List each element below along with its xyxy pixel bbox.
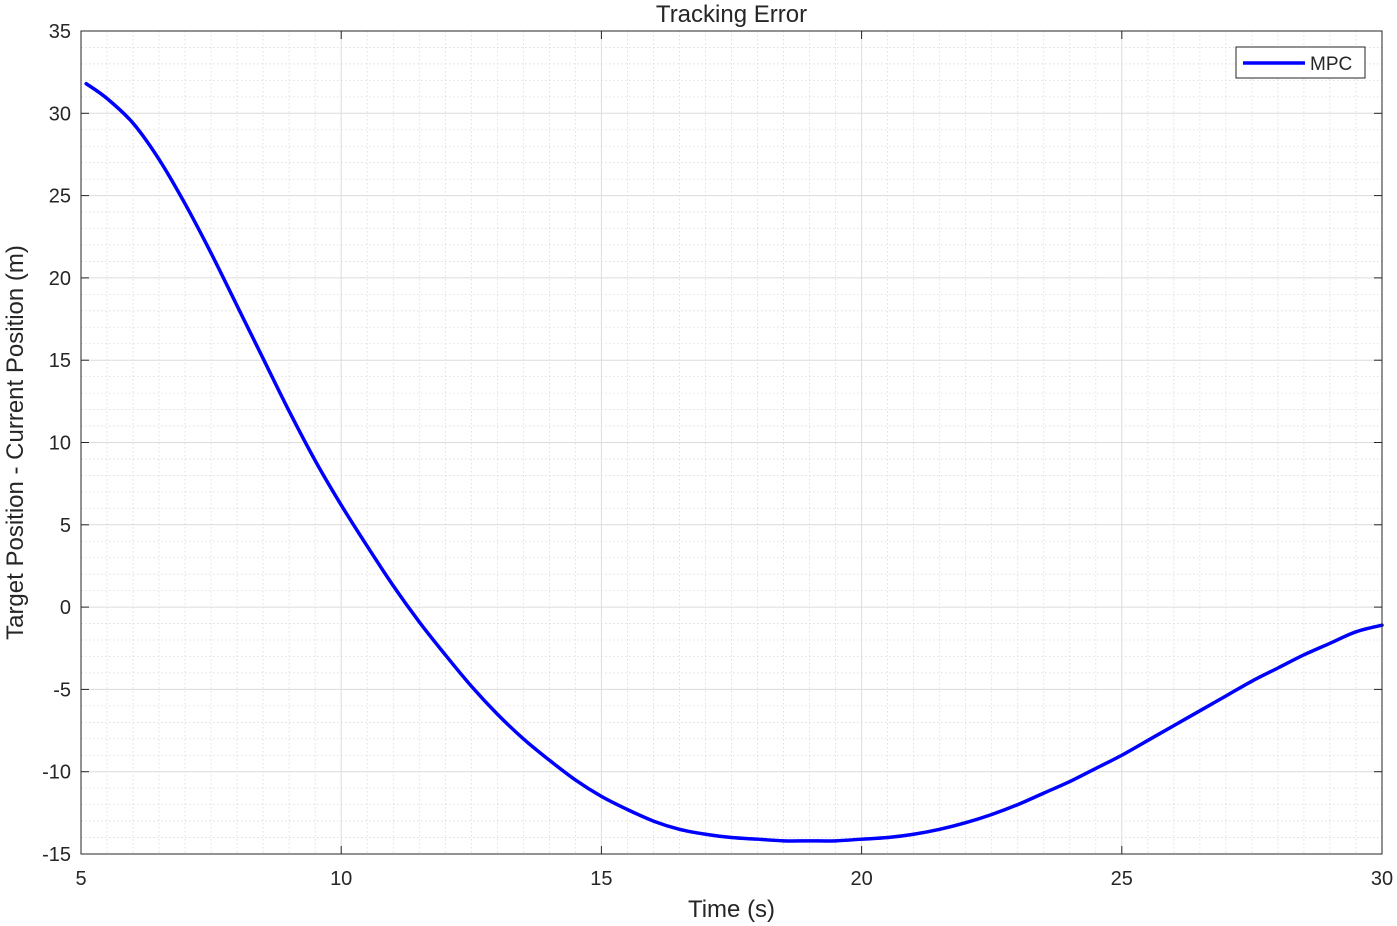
- y-tick-label: -10: [42, 762, 71, 784]
- y-tick-label: 10: [49, 433, 71, 455]
- x-tick-label: 5: [75, 868, 86, 890]
- series-layer: [84, 81, 1384, 843]
- y-tick-label: 30: [49, 103, 71, 125]
- y-axis-label: Target Position - Current Position (m): [2, 245, 29, 640]
- x-axis-label: Time (s): [688, 896, 775, 923]
- x-tick-label: 20: [850, 868, 872, 890]
- series-line-mpc: [84, 81, 1384, 843]
- y-tick-label: 5: [60, 515, 71, 537]
- y-tick-label: 20: [49, 268, 71, 290]
- x-tick-label: 15: [590, 868, 612, 890]
- y-tick-label: 35: [49, 21, 71, 43]
- y-tick-label: -15: [42, 844, 71, 866]
- y-tick-label: -5: [53, 679, 71, 701]
- legend-label-mpc: MPC: [1310, 54, 1352, 75]
- x-tick-label: 10: [330, 868, 352, 890]
- x-tick-label: 25: [1111, 868, 1133, 890]
- minor-grid: [81, 31, 1382, 854]
- legend: MPC: [1235, 46, 1366, 79]
- y-tick-label: 25: [49, 186, 71, 208]
- y-tick-label: 0: [60, 597, 71, 619]
- chart-title: Tracking Error: [656, 1, 807, 28]
- tick-layer: 5 10 15 20 25 30 -15 -10 -5 0 5 10 15 20 25 30 35: [42, 21, 1393, 890]
- x-tick-label: 30: [1371, 868, 1393, 890]
- y-tick-label: 15: [49, 350, 71, 372]
